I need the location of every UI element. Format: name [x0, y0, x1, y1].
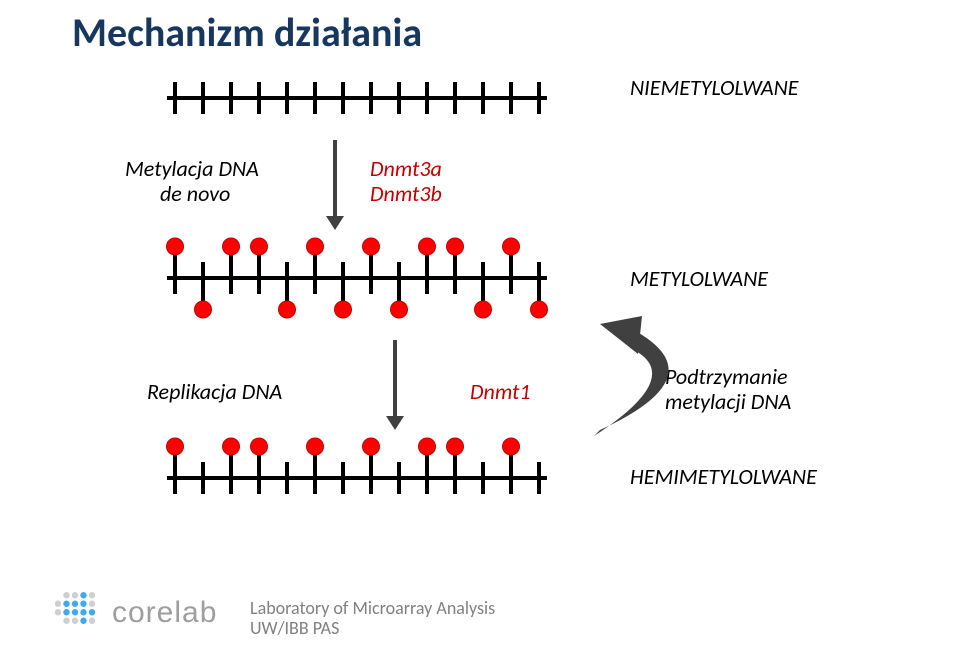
svg-text:corelab: corelab: [112, 596, 217, 629]
diagram-svg: corelab: [0, 0, 959, 655]
